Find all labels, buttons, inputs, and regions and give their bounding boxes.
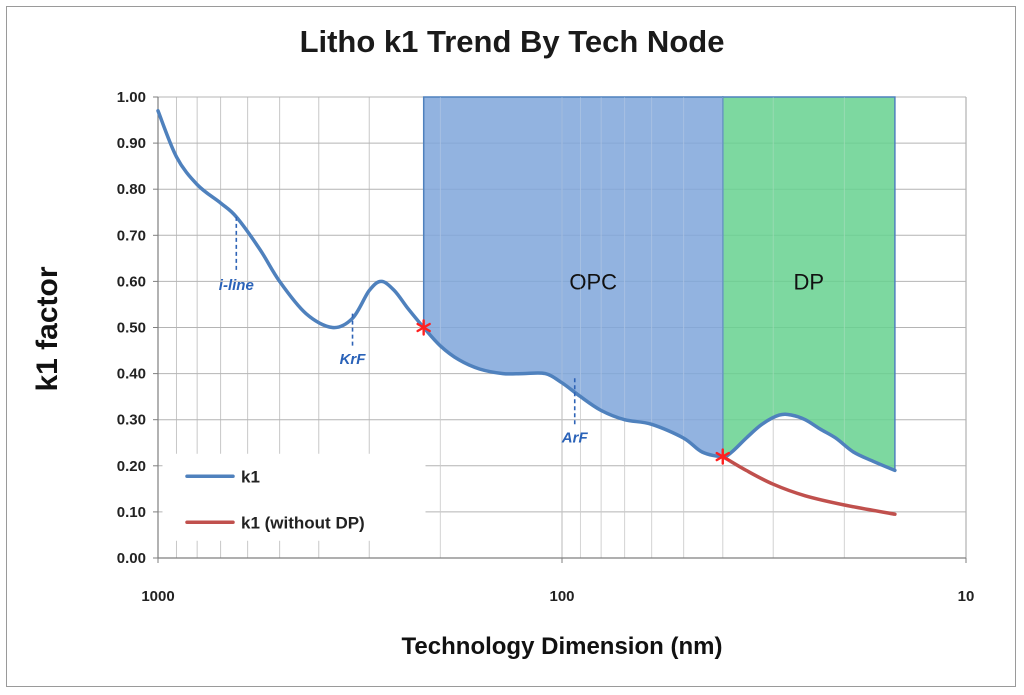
- legend-label-k1: k1: [241, 467, 260, 486]
- y-tick-label: 0.90: [117, 135, 146, 152]
- asterisk-stroke: [416, 322, 431, 333]
- annotation-label: i-line: [219, 277, 254, 294]
- annotation-label: ArF: [561, 429, 589, 446]
- y-tick-label: 0.30: [117, 412, 146, 429]
- asterisk-marker: [416, 319, 431, 336]
- series-line-k1: [156, 109, 897, 473]
- series-lines: [156, 109, 897, 516]
- chart-title: Litho k1 Trend By Tech Node: [299, 24, 725, 59]
- legend-box: [162, 453, 426, 541]
- asterisk-stroke: [715, 451, 731, 462]
- y-tick-label: 0.50: [117, 320, 146, 337]
- x-axis-label: Technology Dimension (nm): [401, 633, 723, 660]
- asterisk-marker: [715, 448, 731, 465]
- x-tick-label: 10: [958, 588, 975, 605]
- legend: k1 k1 (without DP): [162, 453, 426, 541]
- y-tick-label: 0.60: [117, 273, 146, 290]
- region-label-dp: DP: [794, 269, 825, 294]
- legend-label-k1-without-dp: k1 (without DP): [241, 513, 365, 532]
- annotations: i-line KrF ArF: [219, 216, 589, 446]
- region-label-opc: OPC: [569, 269, 617, 294]
- markers: [416, 319, 731, 465]
- series-line-k1-without-dp: [721, 454, 897, 516]
- y-tick-label: 0.70: [117, 227, 146, 244]
- axes: 0.00 0.10 0.20 0.30 0.40 0.50 0.60 0.70 0.80 0.90…: [117, 89, 975, 605]
- y-tick-label: 0.10: [117, 504, 146, 521]
- y-tick-label: 0.80: [117, 181, 146, 198]
- y-tick-label: 0.40: [117, 366, 146, 383]
- y-tick-label: 0.20: [117, 458, 146, 475]
- annotation-label: KrF: [340, 351, 367, 368]
- x-tick-label: 100: [549, 588, 574, 605]
- y-tick-label: 1.00: [117, 89, 146, 106]
- y-tick-label: 0.00: [117, 550, 146, 567]
- x-tick-label: 1000: [141, 588, 174, 605]
- shaded-regions: OPC DP: [422, 96, 896, 558]
